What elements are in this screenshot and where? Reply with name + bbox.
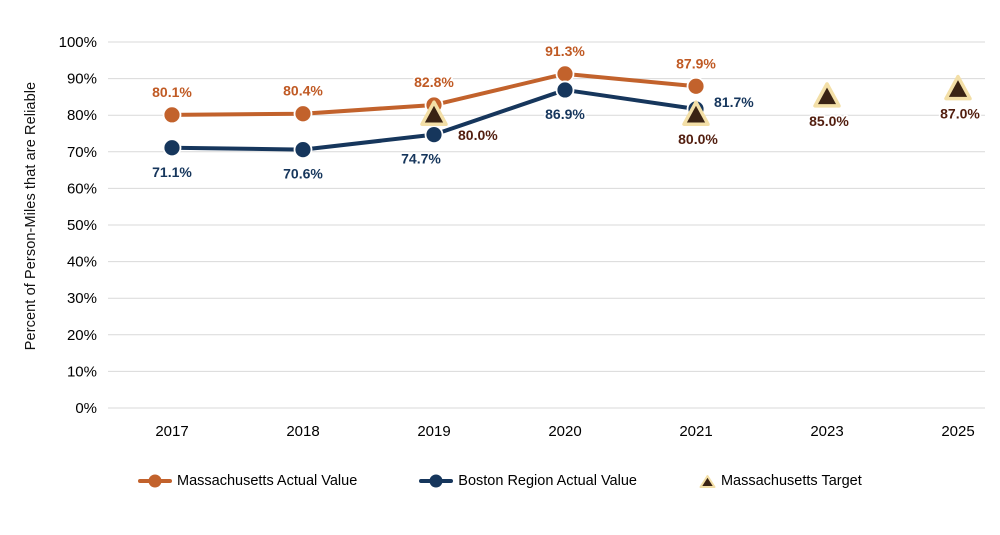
x-tick-label: 2020 [548,423,581,440]
y-tick-label: 0% [75,400,97,417]
data-point-marker [424,125,444,144]
legend-item-massachusetts-target: Massachusetts Target [699,473,862,489]
y-tick-label: 60% [67,180,97,197]
legend-circle-marker-icon [148,474,162,488]
y-tick-label: 90% [67,71,97,88]
data-label: 70.6% [283,166,323,182]
data-label: 82.8% [414,74,454,90]
legend-triangle-marker-icon [699,474,716,488]
data-label: 91.3% [545,43,585,59]
data-point-marker [162,138,182,158]
target-triangle-marker [420,100,448,126]
data-point-marker [293,140,313,160]
y-tick-label: 20% [67,327,97,344]
x-tick-label: 2018 [286,423,319,440]
chart-legend: Massachusetts Actual Value Boston Region… [138,468,862,494]
legend-label-massachusetts-actual: Massachusetts Actual Value [177,473,358,489]
legend-line-circle-swatch-orange [138,474,172,488]
data-label: 87.9% [676,55,716,71]
legend-item-massachusetts-actual: Massachusetts Actual Value [138,473,357,489]
legend-label-boston-region-actual: Boston Region Actual Value [458,473,637,489]
data-label: 85.0% [809,113,849,129]
x-tick-label: 2021 [679,423,712,440]
data-label: 81.7% [714,94,754,110]
data-label: 74.7% [401,151,441,167]
data-label: 71.1% [152,164,192,180]
target-triangle-marker [944,74,972,101]
y-tick-label: 40% [67,254,97,271]
y-tick-label: 50% [67,217,97,234]
y-tick-label: 10% [67,363,97,380]
y-tick-label: 30% [67,290,97,307]
legend-label-massachusetts-target: Massachusetts Target [720,473,862,489]
data-label: 80.0% [678,131,718,147]
x-tick-label: 2017 [155,423,188,440]
data-label: 80.4% [283,83,323,99]
target-triangle-marker [682,100,710,126]
x-tick-label: 2019 [417,423,450,440]
target-triangle-marker [813,82,841,108]
data-label: 80.0% [458,127,498,143]
y-tick-label: 70% [67,144,97,161]
data-label: 80.1% [152,84,192,100]
data-point-marker [686,76,706,96]
x-tick-label: 2025 [941,423,974,440]
y-tick-label: 100% [59,34,97,51]
x-tick-label: 2023 [810,423,843,440]
data-label: 87.0% [940,106,980,122]
legend-circle-marker-icon [429,474,443,488]
data-point-marker [293,104,313,124]
y-tick-label: 80% [67,107,97,124]
data-point-marker [162,105,182,125]
legend-line-circle-swatch-navy [419,474,454,488]
data-point-marker [555,80,575,100]
line-chart-plot: 0% 10% 20% 30% 40% 50% 60% 70% 80% 90% 100% 2017 201… [59,34,985,440]
data-label: 86.9% [545,106,585,122]
legend-item-boston-region-actual: Boston Region Actual Value [419,473,637,489]
data-point-marker [555,64,575,84]
